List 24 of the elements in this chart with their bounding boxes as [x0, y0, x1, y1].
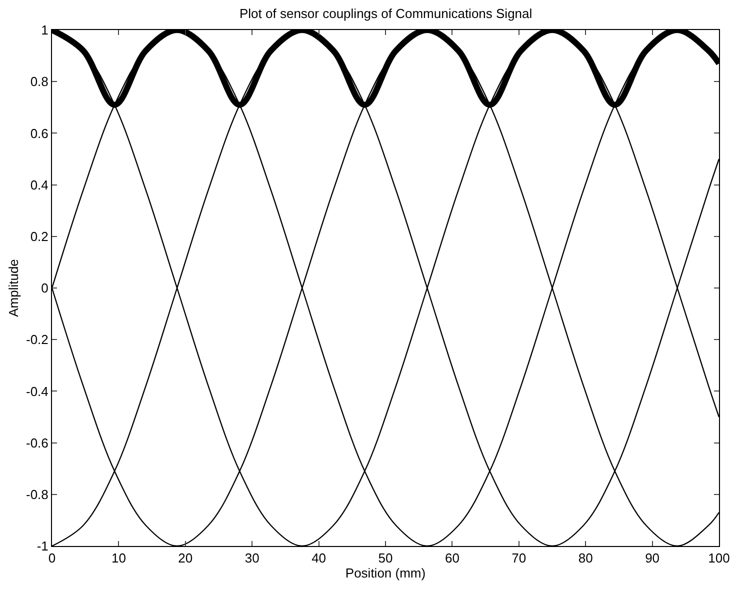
y-tick-label: 0.4 [30, 177, 48, 192]
y-tick-label: 1 [41, 22, 48, 38]
x-tick-label: 10 [111, 550, 126, 566]
x-tick-label: 70 [512, 550, 526, 566]
y-tick-label: -0.6 [26, 435, 48, 450]
x-tick-label: 40 [312, 550, 326, 566]
y-tick-label: -1 [36, 538, 48, 554]
x-tick-label: 50 [378, 550, 393, 566]
x-tick-label: 90 [645, 550, 660, 566]
y-tick-label: 0 [41, 280, 48, 296]
chart-title: Plot of sensor couplings of Communications Signal [240, 6, 532, 21]
x-tick-label: 100 [708, 550, 730, 566]
y-tick-label: 0.2 [30, 228, 48, 244]
y-axis-title: Amplitude [6, 259, 21, 317]
x-tick-label: 30 [244, 550, 260, 566]
y-tick-label: -0.4 [26, 384, 48, 399]
y-tick-label: -0.2 [26, 332, 48, 348]
x-tick-label: 80 [578, 550, 593, 566]
y-tick-label: 0.6 [30, 126, 48, 141]
x-tick-label: 60 [444, 550, 460, 566]
x-axis-title: Position (mm) [345, 566, 426, 581]
x-tick-label: 20 [178, 550, 193, 566]
y-tick-label: -0.8 [26, 486, 48, 502]
y-tick-label: 0.8 [30, 74, 48, 90]
